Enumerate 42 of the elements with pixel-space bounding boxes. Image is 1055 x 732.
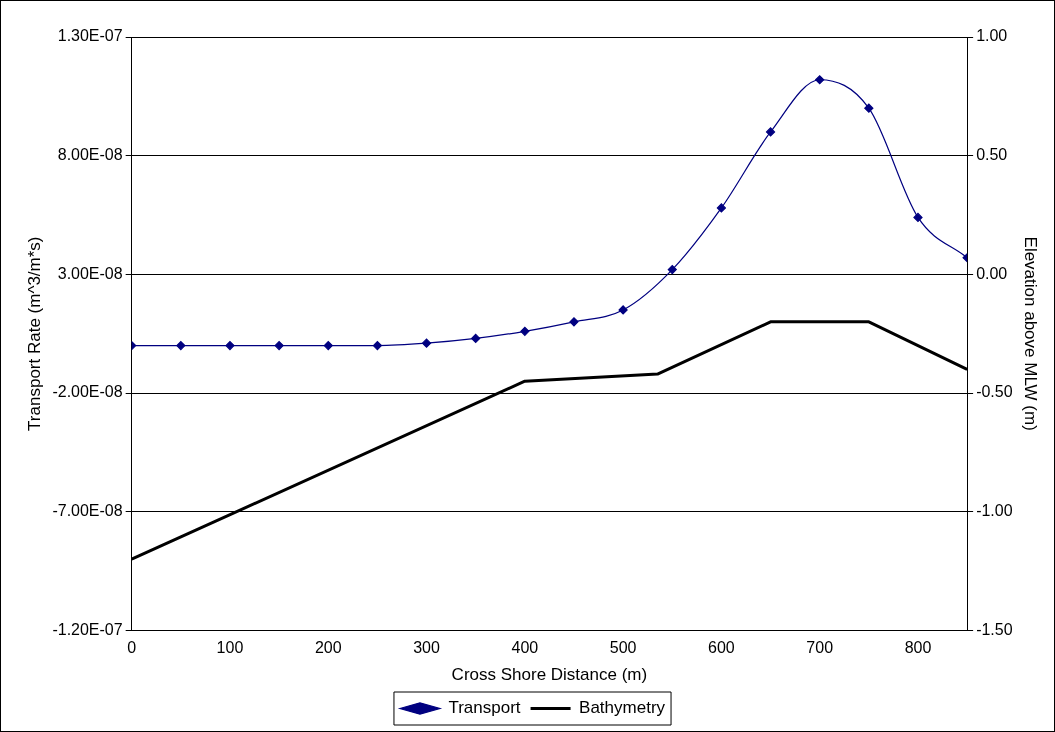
x-tick-label: 800: [904, 639, 932, 657]
x-tick-label: 400: [511, 639, 539, 657]
point: [372, 340, 382, 351]
legend-label: Transport: [448, 698, 521, 718]
point: [716, 203, 727, 213]
y2-tick-label: 0.50: [976, 146, 1008, 164]
x-tick-label: 100: [216, 639, 244, 657]
point: [667, 265, 677, 275]
point: [864, 103, 874, 113]
y-axis-title: Transport Rate (m^3/m*s): [24, 236, 44, 431]
y2-tick-label: -1.00: [976, 502, 1013, 520]
point: [569, 317, 579, 327]
x-tick-label: 300: [413, 639, 440, 657]
y-tick-label: -7.00E-08: [52, 502, 123, 520]
point: [765, 127, 776, 137]
point: [421, 338, 432, 348]
point: [176, 340, 186, 351]
x-tick-label: 600: [708, 639, 735, 657]
y-tick-label: 1.30E-07: [57, 27, 123, 45]
point: [618, 305, 628, 315]
x-tick-label: 500: [609, 639, 637, 657]
point: [913, 212, 923, 222]
y2-tick-label: -0.50: [976, 383, 1013, 401]
y2-axis-title: Elevation above MLW (m): [1021, 236, 1041, 431]
y-tick-label: 8.00E-08: [57, 146, 123, 164]
y2-tick-label: 1.00: [976, 27, 1008, 45]
point: [225, 340, 235, 351]
legend-label: Bathymetry: [579, 698, 666, 718]
y-tick-label: -2.00E-08: [52, 383, 123, 401]
y-tick-label: 3.00E-08: [57, 264, 123, 282]
point: [274, 340, 284, 351]
x-tick-label: 700: [806, 639, 834, 657]
y2-tick-label: -1.50: [976, 620, 1013, 638]
point: [471, 333, 481, 344]
point: [520, 326, 530, 336]
x-tick-label: 0: [127, 639, 137, 657]
point: [815, 75, 825, 85]
y-tick-label: -1.20E-07: [52, 620, 123, 638]
x-axis-title: Cross Shore Distance (m): [451, 665, 648, 685]
y2-tick-label: 0.00: [976, 264, 1008, 282]
x-tick-label: 200: [314, 639, 342, 657]
point: [323, 340, 333, 351]
